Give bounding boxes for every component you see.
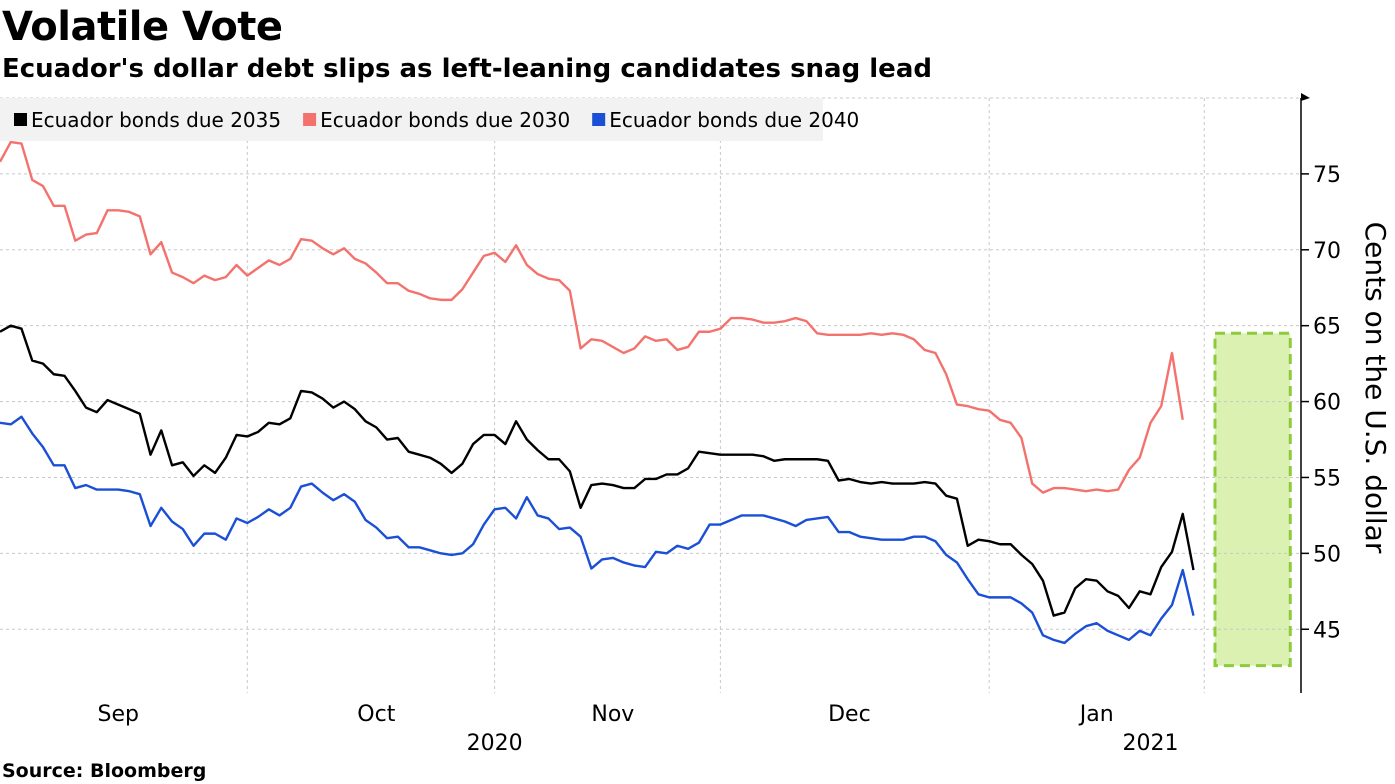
highlight-region <box>1214 333 1291 666</box>
legend-label-due_2040: Ecuador bonds due 2040 <box>609 108 859 132</box>
x-tick-label: Dec <box>828 702 871 727</box>
legend-label-due_2030: Ecuador bonds due 2030 <box>320 108 570 132</box>
y-tick-label: 70 <box>1313 239 1341 264</box>
source-note: Source: Bloomberg <box>2 760 207 782</box>
y-tick-label: 50 <box>1313 542 1341 567</box>
y-tick-label: 60 <box>1313 391 1341 416</box>
x-tick-label: Nov <box>591 702 634 727</box>
x-tick-label: Oct <box>357 702 395 727</box>
y-axis-title: Cents on the U.S. dollar <box>1359 222 1392 554</box>
x-tick-label: Jan <box>1078 702 1114 727</box>
legend-background <box>0 98 823 141</box>
legend-swatch-due_2040 <box>592 113 606 126</box>
x-year-label: 2020 <box>467 731 523 756</box>
y-axis-arrow <box>1301 93 1310 101</box>
legend-swatch-due_2035 <box>14 113 27 126</box>
series-line-due_2040 <box>0 415 1195 645</box>
chart-title: Volatile Vote <box>2 4 283 50</box>
legend-swatch-due_2030 <box>303 113 317 126</box>
y-tick-label: 55 <box>1313 466 1341 491</box>
legend: Ecuador bonds due 2035 Ecuador bonds due … <box>0 98 859 141</box>
y-tick-label: 75 <box>1313 163 1341 188</box>
highlight-border <box>1213 331 1292 668</box>
series-line-due_2035 <box>0 324 1195 617</box>
y-tick-label: 65 <box>1313 315 1341 340</box>
y-tick-label: 45 <box>1313 618 1341 643</box>
x-year-label: 2021 <box>1122 731 1178 756</box>
x-tick-label: Sep <box>98 702 139 727</box>
legend-label-due_2035: Ecuador bonds due 2035 <box>31 108 281 132</box>
series-line-due_2030 <box>0 140 1184 494</box>
chart-subtitle: Ecuador's dollar debt slips as left-lean… <box>2 54 932 84</box>
